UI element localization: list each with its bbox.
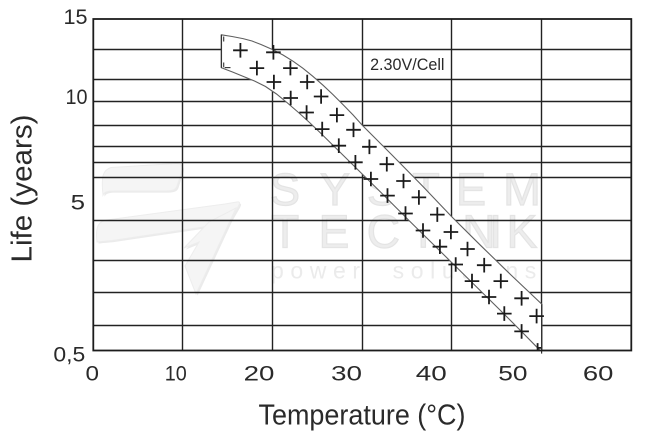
svg-text:Temperature (°C): Temperature (°C) — [259, 400, 466, 432]
svg-text:30: 30 — [331, 363, 362, 386]
svg-text:10: 10 — [165, 363, 187, 386]
svg-text:5: 5 — [71, 192, 85, 215]
svg-text:S: S — [270, 164, 300, 215]
svg-text:60: 60 — [583, 363, 614, 386]
svg-text:C: C — [367, 206, 400, 258]
svg-text:I: I — [489, 206, 502, 258]
svg-text:10: 10 — [66, 86, 88, 109]
svg-text:Life (years): Life (years) — [7, 115, 39, 263]
svg-text:E: E — [319, 206, 350, 258]
svg-text:M: M — [503, 164, 541, 215]
svg-text:40: 40 — [416, 363, 447, 386]
svg-text:50: 50 — [498, 363, 527, 386]
svg-text:T: T — [271, 206, 299, 258]
svg-text:0,5: 0,5 — [53, 343, 85, 366]
svg-text:2.30V/Cell: 2.30V/Cell — [370, 55, 444, 74]
svg-text:0: 0 — [86, 363, 100, 386]
svg-text:15: 15 — [64, 6, 88, 29]
svg-text:20: 20 — [244, 363, 275, 386]
svg-text:E: E — [456, 164, 486, 215]
svg-text:Y: Y — [320, 164, 350, 215]
svg-text:K: K — [507, 206, 538, 258]
